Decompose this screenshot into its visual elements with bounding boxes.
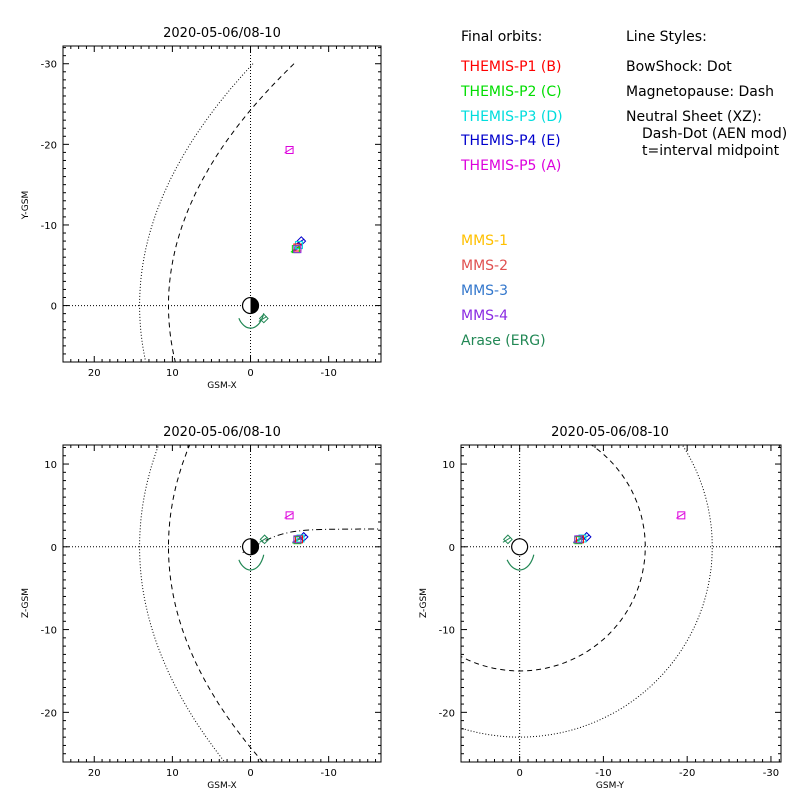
y-tick-label: -20	[41, 140, 57, 151]
x-axis-label: GSM-X	[207, 781, 236, 791]
legend-style-bowshock: BowShock: Dot	[626, 59, 732, 75]
x-axis-label: GSM-Y	[596, 781, 625, 791]
legend-style-neutral-sheet: Neutral Sheet (XZ):	[626, 109, 762, 125]
arase-orbit-track	[506, 554, 535, 571]
x-tick-label: -30	[763, 768, 779, 779]
legend-styles-title: Line Styles:	[626, 29, 707, 45]
x-tick-label: -20	[679, 768, 695, 779]
legend: Final orbits: Line Styles: THEMIS-P1 (B)…	[460, 29, 787, 349]
x-tick-label: 20	[88, 368, 101, 379]
y-tick-label: -30	[41, 60, 57, 71]
earth-night-side	[250, 538, 259, 555]
y-tick-label: -10	[41, 221, 57, 232]
arase-erg-marker	[259, 534, 270, 545]
themis-p4-e-marker	[296, 236, 307, 247]
legend-item-themis-p1: THEMIS-P1 (B)	[460, 59, 561, 75]
legend-style-midpoint: t=interval midpoint	[642, 143, 780, 159]
mms-4-marker	[293, 535, 302, 544]
bowshock-line	[139, 63, 254, 362]
neutral-sheet-line	[242, 528, 380, 554]
x-tick-label: -10	[320, 368, 336, 379]
x-tick-label: -10	[320, 768, 336, 779]
earth-night-side	[250, 297, 259, 314]
legend-item-mms-3: MMS-3	[461, 283, 508, 299]
y-axis-label: Z-GSM	[21, 588, 31, 618]
x-tick-label: 10	[166, 768, 179, 779]
y-tick-label: 10	[44, 460, 57, 471]
legend-item-themis-p3: THEMIS-P3 (D)	[460, 109, 563, 125]
y-tick-label: 0	[51, 302, 57, 313]
y-tick-label: -20	[41, 708, 57, 719]
y-axis-label: Z-GSM	[419, 588, 429, 618]
legend-item-mms-1: MMS-1	[461, 233, 508, 249]
y-tick-label: -20	[439, 708, 455, 719]
mms-4-marker	[574, 535, 583, 544]
x-tick-label: -10	[595, 768, 611, 779]
legend-item-themis-p5: THEMIS-P5 (A)	[460, 158, 561, 174]
arase-erg-track	[258, 316, 268, 322]
legend-style-magnetopause: Magnetopause: Dash	[626, 84, 774, 100]
legend-item-arase: Arase (ERG)	[461, 333, 546, 349]
legend-item-mms-4: MMS-4	[461, 308, 508, 324]
panel-gsm-xy: 2020-05-06/08-10 GSM-X Y-GSM 20 10 0 -10 0 -1…	[21, 26, 382, 391]
themis-p5-a-marker	[677, 511, 686, 520]
arase-erg-track	[259, 536, 268, 543]
arase-erg-track	[502, 536, 512, 543]
x-tick-label: 0	[516, 768, 522, 779]
arase-orbit-track	[238, 554, 265, 571]
themis-p3-d-marker	[578, 534, 587, 543]
plot-frame	[460, 444, 782, 763]
y-tick-label: 10	[442, 460, 455, 471]
mms-4-marker	[293, 245, 302, 254]
arase-erg-marker	[502, 534, 513, 545]
panel-title: 2020-05-06/08-10	[551, 425, 669, 440]
panel-title: 2020-05-06/08-10	[163, 425, 281, 440]
magnetopause-line	[168, 445, 264, 762]
x-tick-label: 10	[166, 368, 179, 379]
x-tick-label: 0	[247, 768, 253, 779]
x-tick-label: 0	[247, 368, 253, 379]
y-tick-label: -10	[439, 626, 455, 637]
plot-frame	[62, 45, 382, 363]
themis-p5-a-marker	[285, 145, 294, 154]
earth	[511, 538, 529, 556]
y-axis-label: Y-GSM	[21, 191, 31, 220]
panel-gsm-yz: 2020-05-06/08-10 GSM-Y Z-GSM 0 -10 -20 -30 1…	[419, 425, 782, 791]
arase-erg-marker	[258, 313, 269, 324]
legend-item-mms-2: MMS-2	[461, 258, 508, 274]
y-tick-label: 0	[51, 543, 57, 554]
x-axis-label: GSM-X	[207, 381, 236, 391]
themis-p5-a-marker	[285, 511, 294, 520]
legend-orbits-title: Final orbits:	[461, 29, 542, 45]
y-tick-label: 0	[449, 543, 455, 554]
legend-item-themis-p2: THEMIS-P2 (C)	[460, 84, 562, 100]
legend-item-themis-p4: THEMIS-P4 (E)	[460, 133, 561, 149]
legend-style-dash-dot: Dash-Dot (AEN mod)	[642, 126, 787, 142]
x-tick-label: 20	[88, 768, 101, 779]
panel-title: 2020-05-06/08-10	[163, 26, 281, 41]
magnetopause-line	[168, 63, 295, 362]
panel-gsm-xz: 2020-05-06/08-10 GSM-X Z-GSM 20 10 0 -10 10 0…	[21, 425, 382, 791]
bowshock-line	[139, 445, 226, 762]
y-tick-label: -10	[41, 626, 57, 637]
plot-frame	[62, 444, 382, 763]
